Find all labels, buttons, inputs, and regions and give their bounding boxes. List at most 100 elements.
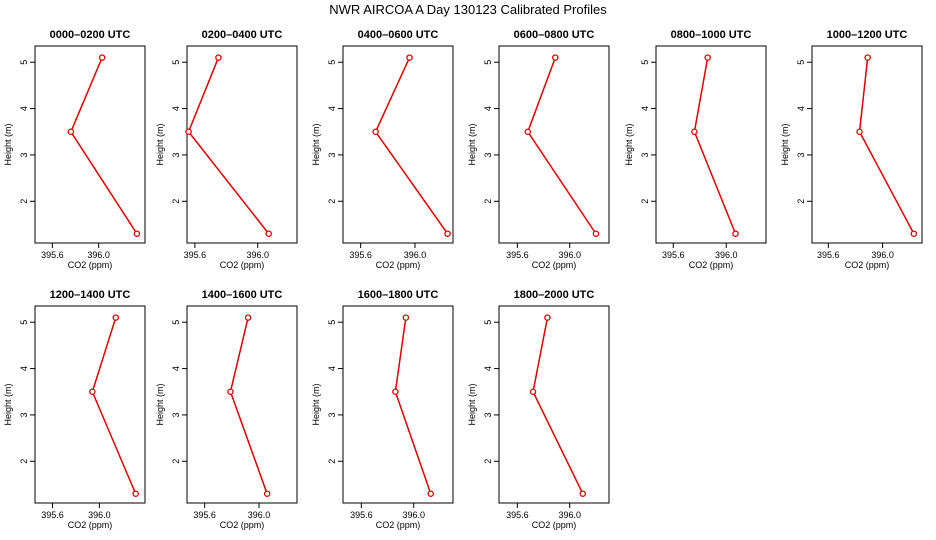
x-tick-label: 395.6 bbox=[349, 250, 372, 260]
data-point bbox=[856, 128, 863, 136]
y-tick-label: 5 bbox=[19, 320, 29, 325]
y-tick-label: 4 bbox=[327, 366, 337, 371]
data-point bbox=[392, 388, 399, 396]
data-point bbox=[265, 230, 272, 237]
plot-frame bbox=[186, 45, 298, 244]
panel-title: 1000–1200 UTC bbox=[827, 29, 908, 41]
data-point bbox=[215, 54, 222, 61]
x-axis-label: CO2 (ppm) bbox=[220, 260, 265, 270]
y-tick-label: 3 bbox=[19, 412, 29, 417]
data-point bbox=[427, 490, 434, 497]
y-tick-label: 2 bbox=[327, 459, 337, 464]
x-tick-label: 396.0 bbox=[248, 510, 271, 520]
profile-line bbox=[91, 317, 137, 495]
x-tick-label: 395.6 bbox=[41, 250, 64, 260]
y-tick-label: 3 bbox=[640, 152, 650, 157]
y-tick-label: 4 bbox=[483, 366, 493, 371]
y-tick-label: 3 bbox=[327, 152, 337, 157]
y-tick-label: 5 bbox=[19, 60, 29, 65]
panel-title: 0800–1000 UTC bbox=[671, 29, 752, 41]
data-point bbox=[372, 128, 379, 136]
y-axis-label: Height (m) bbox=[624, 123, 634, 165]
x-tick-label: 395.6 bbox=[184, 250, 207, 260]
panel-title: 0000–0200 UTC bbox=[50, 29, 131, 41]
data-point bbox=[544, 314, 551, 321]
y-tick-label: 4 bbox=[171, 106, 181, 111]
data-point bbox=[244, 314, 252, 321]
x-axis-label: CO2 (ppm) bbox=[376, 260, 421, 270]
y-axis-label: Height (m) bbox=[311, 123, 321, 165]
x-tick-label: 396.0 bbox=[88, 510, 111, 520]
data-point bbox=[263, 490, 271, 497]
panel-title: 0600–0800 UTC bbox=[514, 29, 595, 41]
y-axis-label: Height (m) bbox=[780, 123, 790, 165]
data-point bbox=[732, 230, 739, 237]
y-tick-label: 3 bbox=[171, 412, 181, 417]
chart-panel-3: 0400–0600 UTC 395.6 396.0 2 3 4 5 CO2 (ppm) Heig… bbox=[311, 29, 454, 270]
data-point bbox=[444, 230, 451, 237]
x-axis-label: CO2 (ppm) bbox=[845, 260, 890, 270]
panel-title: 0200–0400 UTC bbox=[202, 29, 283, 41]
data-point bbox=[704, 54, 711, 61]
y-axis-label: Height (m) bbox=[3, 123, 13, 165]
data-point bbox=[864, 54, 871, 61]
data-point bbox=[67, 128, 75, 136]
data-point bbox=[98, 54, 106, 61]
panel-title: 1400–1600 UTC bbox=[202, 289, 283, 301]
y-axis-label: Height (m) bbox=[3, 383, 13, 425]
profile-line bbox=[526, 57, 597, 235]
x-tick-label: 396.0 bbox=[87, 250, 110, 260]
chart-panel-5: 0800–1000 UTC 395.6 396.0 2 3 4 5 CO2 (ppm) Heig… bbox=[624, 29, 767, 270]
panel-title: 1600–1800 UTC bbox=[358, 289, 439, 301]
y-tick-label: 5 bbox=[483, 320, 493, 325]
chart-panel-7: 1200–1400 UTC 395.6 396.0 2 3 4 5 CO2 (ppm) Heig… bbox=[3, 289, 146, 530]
data-point bbox=[132, 490, 139, 497]
y-tick-label: 3 bbox=[483, 412, 493, 417]
chart-panel-8: 1400–1600 UTC 395.6 396.0 2 3 4 5 CO2 (ppm) Heig… bbox=[155, 289, 298, 530]
y-tick-label: 4 bbox=[171, 366, 181, 371]
y-tick-label: 3 bbox=[171, 152, 181, 157]
y-tick-label: 4 bbox=[327, 106, 337, 111]
x-axis-label: CO2 (ppm) bbox=[532, 520, 577, 530]
y-tick-label: 3 bbox=[483, 152, 493, 157]
chart-panel-4: 0600–0800 UTC 395.6 396.0 2 3 4 5 CO2 (ppm) Heig… bbox=[467, 29, 610, 270]
profile-line bbox=[693, 57, 737, 235]
plot-frame bbox=[498, 305, 610, 504]
y-tick-label: 3 bbox=[796, 152, 806, 157]
profile-line bbox=[532, 317, 584, 495]
plot-frame bbox=[34, 305, 146, 504]
data-point bbox=[529, 388, 537, 396]
y-tick-label: 5 bbox=[796, 60, 806, 65]
profile-line bbox=[374, 57, 449, 235]
x-tick-label: 396.0 bbox=[558, 250, 581, 260]
x-tick-label: 395.6 bbox=[662, 250, 685, 260]
x-tick-label: 395.6 bbox=[350, 510, 373, 520]
y-tick-label: 5 bbox=[327, 60, 337, 65]
x-tick-label: 395.6 bbox=[41, 510, 64, 520]
data-point bbox=[910, 230, 918, 237]
y-axis-label: Height (m) bbox=[155, 383, 165, 425]
x-axis-label: CO2 (ppm) bbox=[68, 520, 113, 530]
y-tick-label: 4 bbox=[483, 106, 493, 111]
data-point bbox=[406, 54, 413, 61]
data-point bbox=[552, 54, 559, 61]
y-axis-label: Height (m) bbox=[467, 383, 477, 425]
x-axis-label: CO2 (ppm) bbox=[689, 260, 734, 270]
data-point bbox=[185, 128, 192, 136]
data-point bbox=[524, 128, 532, 136]
chart-panel-6: 1000–1200 UTC 395.6 396.0 2 3 4 5 CO2 (ppm) Heig… bbox=[780, 29, 923, 270]
x-tick-label: 395.6 bbox=[193, 510, 216, 520]
data-point bbox=[227, 388, 234, 396]
x-tick-label: 395.6 bbox=[817, 250, 840, 260]
y-tick-label: 4 bbox=[19, 106, 29, 111]
y-tick-label: 2 bbox=[640, 199, 650, 204]
x-axis-label: CO2 (ppm) bbox=[532, 260, 577, 270]
x-tick-label: 396.0 bbox=[558, 510, 581, 520]
data-point bbox=[112, 314, 119, 321]
y-axis-label: Height (m) bbox=[155, 123, 165, 165]
x-tick-label: 396.0 bbox=[404, 250, 427, 260]
data-point bbox=[89, 388, 96, 396]
y-tick-label: 5 bbox=[171, 320, 181, 325]
x-tick-label: 396.0 bbox=[402, 510, 425, 520]
